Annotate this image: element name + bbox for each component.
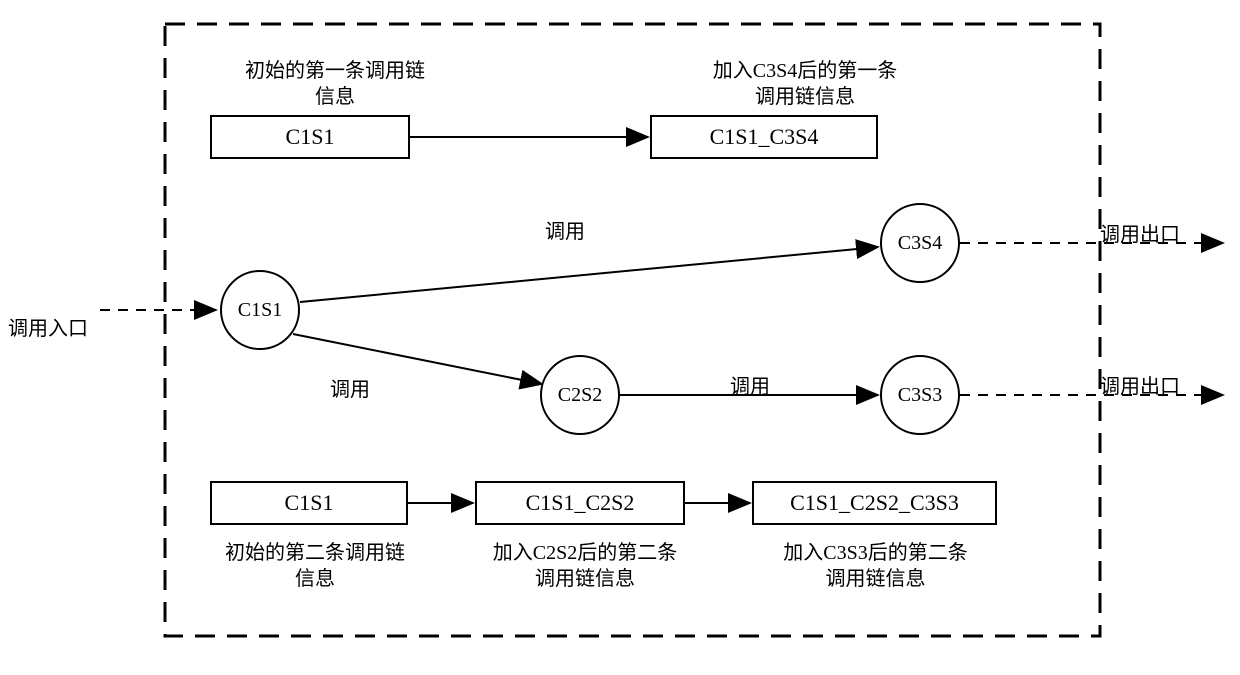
caption-top-right: 加入C3S4后的第一条调用链信息 [690, 58, 920, 110]
label-call-3: 调用 [730, 370, 770, 399]
label-call-1: 调用 [545, 215, 585, 244]
caption-top-left: 初始的第一条调用链信息 [225, 58, 445, 110]
node-c3s4: C3S4 [880, 203, 960, 283]
box-top-c1s1-c3s4: C1S1_C3S4 [650, 115, 878, 159]
caption-bottom-1: 初始的第二条调用链信息 [225, 540, 405, 592]
arrow-c1s1-c3s4 [300, 247, 878, 302]
label-call-2: 调用 [330, 373, 370, 402]
box-bottom-1: C1S1 [210, 481, 408, 525]
caption-bottom-2: 加入C2S2后的第二条调用链信息 [485, 540, 685, 592]
box-bottom-2: C1S1_C2S2 [475, 481, 685, 525]
node-c1s1: C1S1 [220, 270, 300, 350]
node-c3s3: C3S3 [880, 355, 960, 435]
node-c2s2: C2S2 [540, 355, 620, 435]
caption-bottom-3: 加入C3S3后的第二条调用链信息 [768, 540, 983, 592]
box-top-c1s1: C1S1 [210, 115, 410, 159]
label-entry: 调用入口 [8, 312, 88, 341]
label-exit-bottom: 调用出口 [1100, 370, 1180, 399]
box-bottom-3: C1S1_C2S2_C3S3 [752, 481, 997, 525]
label-exit-top: 调用出口 [1100, 218, 1180, 247]
diagram-root: 初始的第一条调用链信息 加入C3S4后的第一条调用链信息 C1S1 C1S1_C… [0, 0, 1240, 675]
